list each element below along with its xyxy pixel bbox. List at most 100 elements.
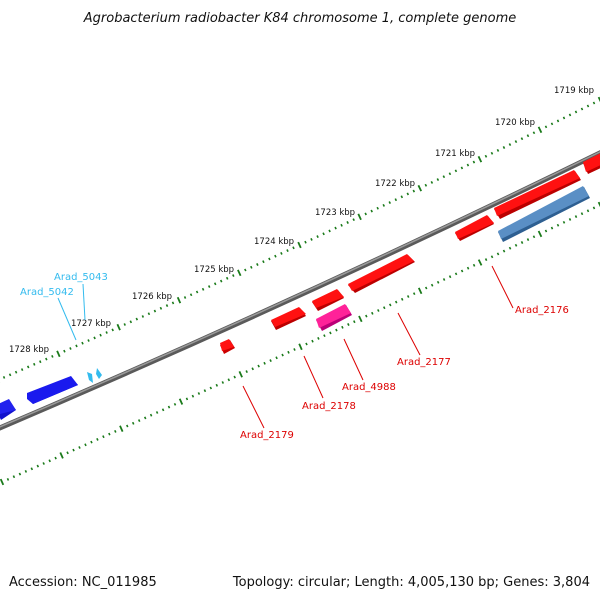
outer-track-tick bbox=[532, 131, 536, 135]
inner-track-tick bbox=[597, 201, 600, 208]
inner-track-tick bbox=[215, 383, 219, 387]
outer-track-tick bbox=[544, 125, 548, 129]
gene-label-arad-5042[interactable]: Arad_5042 bbox=[20, 287, 74, 298]
inner-track-tick bbox=[185, 397, 189, 401]
inner-track-tick bbox=[298, 343, 303, 351]
inner-track-tick bbox=[59, 452, 64, 459]
inner-track-tick bbox=[203, 389, 207, 393]
outer-track-tick bbox=[472, 160, 476, 164]
inner-track-tick bbox=[227, 378, 231, 382]
outer-track-tick bbox=[93, 336, 96, 340]
inner-track-tick bbox=[269, 359, 272, 363]
outer-track-tick bbox=[490, 151, 494, 155]
outer-track-tick bbox=[268, 257, 271, 261]
outer-track-tick bbox=[334, 226, 337, 230]
gene-arrow-steel-blue[interactable] bbox=[498, 186, 590, 242]
outer-track-tick bbox=[159, 306, 163, 310]
inner-track-tick bbox=[0, 478, 5, 486]
gene-arrow-arad-2176-a[interactable] bbox=[455, 215, 494, 241]
outer-track-tick bbox=[508, 143, 512, 146]
inner-track-tick bbox=[143, 416, 147, 420]
gene-label-arad-2179[interactable]: Arad_2179 bbox=[240, 430, 294, 441]
inner-track-tick bbox=[233, 375, 236, 379]
inner-track-tick bbox=[574, 215, 578, 219]
inner-track-tick bbox=[173, 402, 177, 406]
outer-track-tick bbox=[256, 263, 259, 266]
inner-track-tick bbox=[377, 309, 380, 312]
inner-track-tick bbox=[436, 280, 440, 284]
outer-track-tick bbox=[376, 206, 379, 210]
outer-track-tick bbox=[105, 331, 108, 334]
outer-track-tick bbox=[406, 192, 410, 196]
gene-arrow-blue-1[interactable] bbox=[0, 399, 16, 420]
inner-track-tick bbox=[197, 392, 201, 395]
outer-track-tick bbox=[165, 304, 169, 308]
outer-tick-track bbox=[0, 96, 600, 383]
inner-track-tick bbox=[454, 272, 458, 276]
inner-track-tick bbox=[592, 206, 596, 210]
inner-track-tick bbox=[526, 238, 530, 242]
inner-track-tick bbox=[221, 381, 225, 384]
reverse-strand-genes bbox=[316, 186, 590, 331]
gene-arrow-cyan-5043[interactable] bbox=[87, 372, 93, 383]
outer-track-tick bbox=[81, 341, 84, 345]
gene-label-arad-2178[interactable]: Arad_2178 bbox=[302, 401, 356, 412]
gene-label-arad-2176[interactable]: Arad_2176 bbox=[515, 305, 569, 316]
gene-arrow-blue-2[interactable] bbox=[27, 376, 78, 404]
outer-track-tick bbox=[286, 249, 289, 253]
inner-track-tick bbox=[347, 323, 350, 326]
inner-track-tick bbox=[472, 263, 476, 267]
accession-text: Accession: NC_011985 bbox=[9, 575, 157, 590]
inner-track-tick bbox=[490, 255, 494, 259]
inner-track-tick bbox=[544, 229, 548, 233]
map-title: Agrobacterium radiobacter K84 chromosome… bbox=[83, 11, 516, 26]
gene-arrow-cyan-5042[interactable] bbox=[96, 368, 102, 379]
inner-track-tick bbox=[251, 367, 254, 371]
gene-label-arad-2177[interactable]: Arad_2177 bbox=[397, 357, 451, 368]
inner-track-tick bbox=[263, 361, 266, 365]
outer-track-tick bbox=[123, 323, 126, 326]
inner-track-tick bbox=[562, 220, 566, 224]
inner-track-tick bbox=[568, 218, 572, 221]
gene-arrow-arad-2176[interactable] bbox=[494, 170, 581, 219]
gene-arrow-arad-2177[interactable] bbox=[348, 254, 415, 293]
forward-strand-genes bbox=[0, 151, 600, 420]
outer-track-tick bbox=[87, 339, 90, 342]
inner-track-tick bbox=[191, 394, 195, 398]
outer-track-tick bbox=[33, 362, 36, 366]
inner-track-tick bbox=[54, 456, 57, 460]
gene-arrow-arad-2178[interactable] bbox=[271, 307, 306, 330]
gene-arrow-red-right-edge[interactable] bbox=[583, 151, 600, 174]
kbp-label-1728: 1728 kbp bbox=[9, 345, 49, 355]
gene-label-arad-5043[interactable]: Arad_5043 bbox=[54, 272, 108, 283]
gene-arrow-arad-2177-a[interactable] bbox=[312, 289, 344, 311]
outer-track-tick bbox=[537, 126, 543, 134]
kbp-label-1725: 1725 kbp bbox=[194, 265, 234, 275]
outer-track-tick bbox=[111, 328, 114, 332]
outer-track-tick bbox=[310, 237, 313, 241]
outer-track-tick bbox=[292, 246, 295, 250]
inner-track-tick bbox=[496, 252, 500, 256]
inner-track-tick bbox=[550, 226, 554, 230]
inner-track-tick bbox=[137, 419, 141, 423]
outer-track-tick bbox=[153, 309, 157, 313]
outer-track-tick bbox=[526, 134, 530, 138]
gene-label-arad-4988[interactable]: Arad_4988 bbox=[342, 382, 396, 393]
inner-track-tick bbox=[161, 408, 165, 412]
outer-track-tick bbox=[352, 218, 355, 222]
kbp-label-1719: 1719 kbp bbox=[554, 86, 594, 96]
outer-track-tick bbox=[51, 354, 54, 358]
outer-track-tick bbox=[171, 301, 175, 305]
chromosome-backbone bbox=[0, 150, 600, 431]
inner-track-tick bbox=[484, 258, 488, 262]
inner-track-tick bbox=[245, 370, 248, 374]
inner-track-tick bbox=[358, 315, 363, 323]
outer-track-tick bbox=[129, 320, 133, 324]
gene-arrow-arad-4988[interactable] bbox=[316, 304, 352, 331]
outer-track-tick bbox=[75, 344, 78, 348]
inner-track-tick bbox=[382, 306, 386, 310]
inner-track-tick bbox=[119, 425, 124, 432]
outer-track-tick bbox=[357, 213, 362, 221]
gene-arrow-arad-2179[interactable] bbox=[220, 339, 235, 354]
